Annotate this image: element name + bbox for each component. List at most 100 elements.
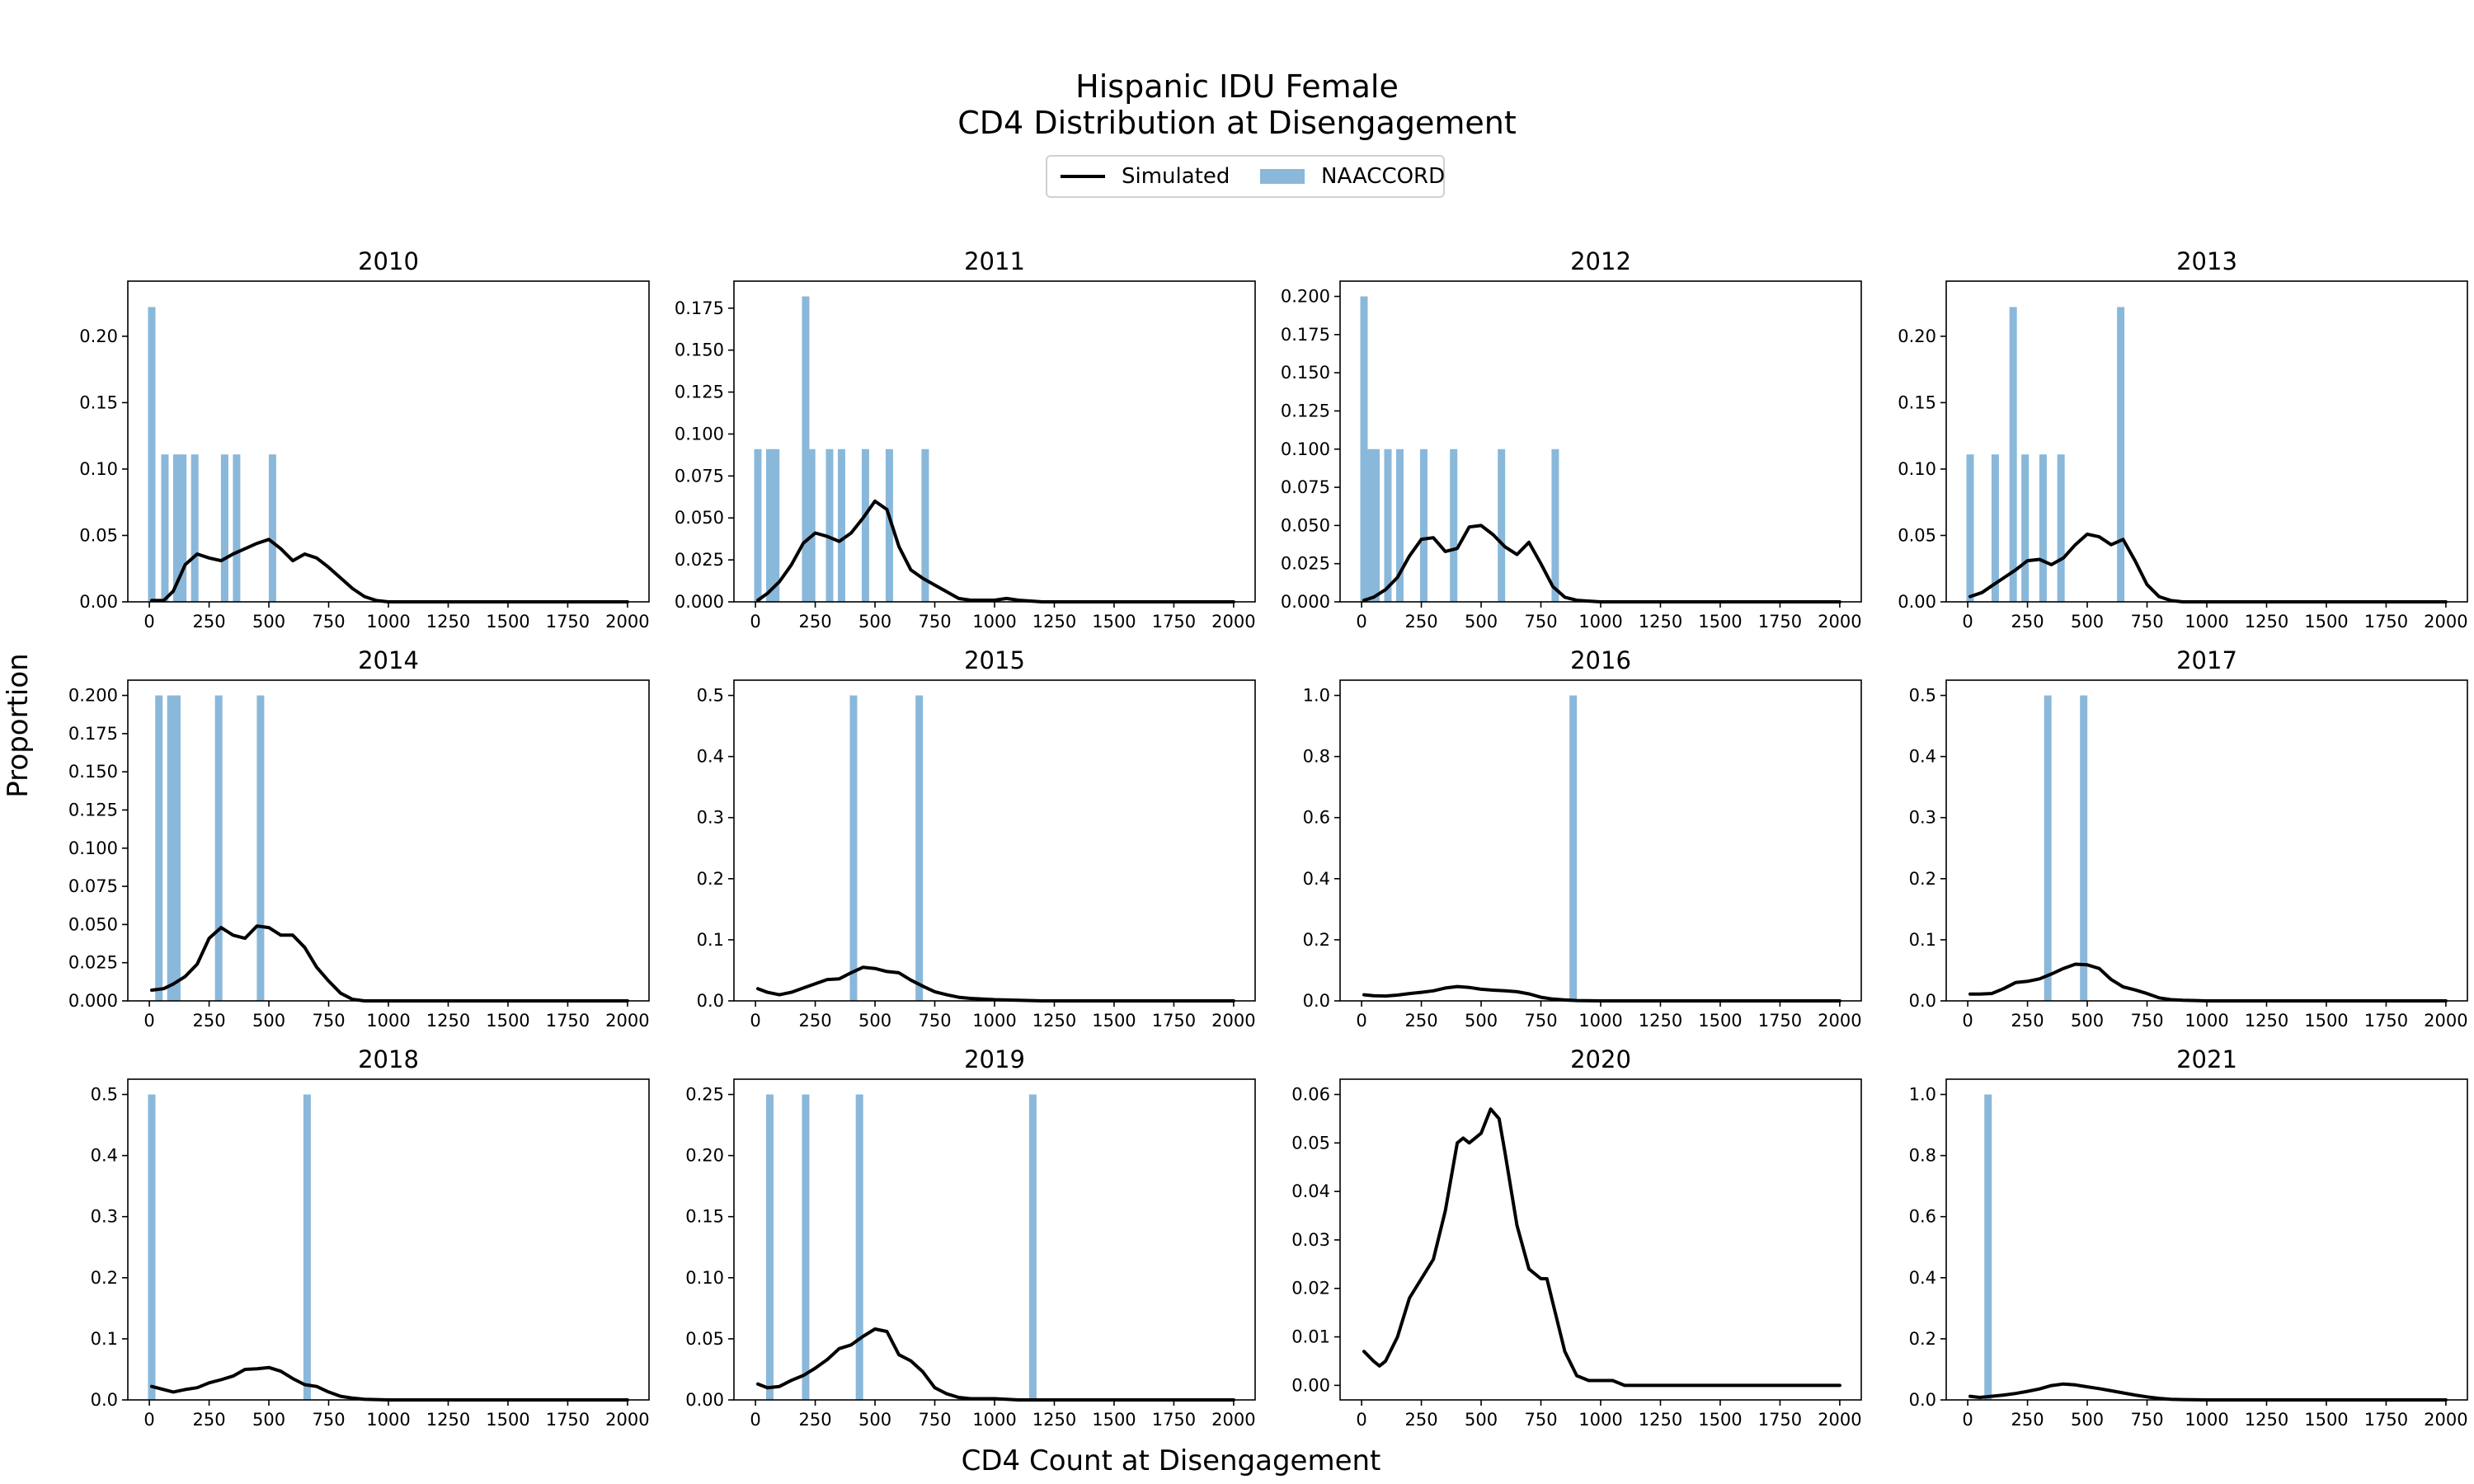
y-tick-label: 0.3 <box>697 808 724 828</box>
figure-title-line2: CD4 Distribution at Disengagement <box>957 105 1517 141</box>
bar <box>179 454 187 602</box>
y-tick-label: 0.3 <box>1909 808 1936 828</box>
simulated-line <box>150 538 629 603</box>
x-tick-label: 1250 <box>426 612 470 632</box>
y-tick-label: 0.20 <box>1898 326 1936 346</box>
y-tick-label: 0.15 <box>79 392 118 412</box>
x-tick-label: 750 <box>312 1410 345 1430</box>
subplot-2020: 2020 0 250 500 750 1000 1250 1500 1750 2000 0.00 0.… <box>1291 1045 1862 1430</box>
x-tick-label: 1750 <box>1758 1011 1802 1031</box>
bar <box>1551 448 1559 602</box>
y-tick-label: 1.0 <box>1303 686 1330 706</box>
simulated-line <box>1968 532 2448 603</box>
subplot-2013: 2013 0 250 500 750 1000 1250 1500 1750 2000 0.00 0.… <box>1898 247 2468 632</box>
x-tick-label: 1250 <box>1639 1011 1682 1031</box>
y-tick-label: 0.05 <box>1898 525 1936 545</box>
axes-frame <box>1945 1078 2468 1401</box>
y-tick-label: 0.075 <box>68 876 118 896</box>
x-tick-label: 1250 <box>2245 612 2288 632</box>
x-tick-label: 1500 <box>1698 612 1742 632</box>
x-tick-label: 250 <box>2011 1410 2044 1430</box>
x-tick-label: 250 <box>193 612 226 632</box>
subplot-title: 2014 <box>358 646 419 674</box>
x-tick-label: 250 <box>799 612 832 632</box>
bar <box>1419 448 1427 602</box>
y-tick-label: 0.100 <box>1281 439 1330 459</box>
bar <box>1569 695 1578 1001</box>
y-tick-label: 0.00 <box>685 1390 724 1410</box>
bar <box>765 1094 774 1400</box>
bar <box>233 454 241 602</box>
x-tick-label: 500 <box>858 1011 891 1031</box>
axes-frame <box>1339 280 1862 603</box>
simulated-line <box>1362 1107 1841 1388</box>
y-tick-label: 0.175 <box>68 724 118 744</box>
y-tick-label: 0.2 <box>91 1268 118 1288</box>
y-tick-label: 0.4 <box>1303 869 1330 889</box>
y-tick-label: 0.050 <box>1281 515 1330 535</box>
y-tick-label: 0.050 <box>68 914 118 934</box>
x-tick-label: 0 <box>1962 1011 1973 1031</box>
subplot-title: 2016 <box>1570 646 1631 674</box>
bar <box>2021 454 2030 602</box>
x-tick-label: 1000 <box>2185 1011 2228 1031</box>
y-tick-label: 0.6 <box>1303 808 1330 828</box>
x-tick-label: 1750 <box>1152 1410 1196 1430</box>
x-tick-label: 750 <box>1524 1410 1557 1430</box>
y-tick-label: 0.6 <box>1909 1207 1936 1227</box>
x-tick-label: 1500 <box>2304 1410 2348 1430</box>
x-tick-label: 1000 <box>972 1011 1016 1031</box>
y-tick-label: 0.025 <box>68 953 118 973</box>
y-tick-label: 0.050 <box>675 508 724 528</box>
subplot-title: 2010 <box>358 247 419 275</box>
x-tick-label: 1750 <box>1758 612 1802 632</box>
x-tick-label: 2000 <box>2424 1011 2467 1031</box>
y-tick-label: 0.00 <box>1898 592 1936 612</box>
x-tick-label: 1250 <box>2245 1011 2288 1031</box>
figure-title-line1: Hispanic IDU Female <box>1075 68 1399 105</box>
subplot-2014: 2014 0 250 500 750 1000 1250 1500 1750 2000 0.000 0… <box>68 646 650 1031</box>
bar <box>2080 695 2088 1001</box>
y-tick-label: 0.10 <box>1898 459 1936 479</box>
legend-line-swatch <box>1061 175 1105 178</box>
axes-frame <box>1945 679 2468 1002</box>
y-tick-label: 0.8 <box>1909 1146 1936 1166</box>
x-tick-label: 1250 <box>1032 612 1076 632</box>
y-tick-label: 0.1 <box>697 930 724 950</box>
x-tick-label: 1000 <box>2185 1410 2228 1430</box>
subplot-title: 2020 <box>1570 1045 1631 1073</box>
x-tick-label: 500 <box>2071 1011 2104 1031</box>
x-tick-label: 1000 <box>366 1410 410 1430</box>
bar <box>220 454 228 602</box>
subplot-2021: 2021 0 250 500 750 1000 1250 1500 1750 2000 0.0 0.2… <box>1909 1045 2468 1430</box>
y-tick-label: 0.1 <box>91 1329 118 1349</box>
x-tick-label: 500 <box>252 1011 285 1031</box>
y-tick-label: 0.10 <box>79 459 118 479</box>
y-tick-label: 0.20 <box>685 1146 724 1166</box>
x-tick-label: 0 <box>143 1410 154 1430</box>
axes-frame <box>1339 679 1862 1002</box>
y-tick-label: 0.0 <box>1303 991 1330 1011</box>
y-tick-label: 0.06 <box>1291 1085 1330 1105</box>
y-tick-label: 0.200 <box>1281 287 1330 307</box>
x-tick-label: 1000 <box>1578 1410 1622 1430</box>
x-tick-label: 500 <box>2071 612 2104 632</box>
x-tick-label: 1500 <box>1698 1410 1742 1430</box>
x-tick-label: 1500 <box>2304 612 2348 632</box>
x-tick-label: 250 <box>1405 1410 1438 1430</box>
y-tick-label: 0.0 <box>1909 991 1936 1011</box>
x-tick-label: 1750 <box>2364 1410 2408 1430</box>
x-tick-label: 250 <box>799 1410 832 1430</box>
x-tick-label: 2000 <box>605 1410 649 1430</box>
x-tick-label: 1000 <box>972 612 1016 632</box>
y-tick-label: 0.150 <box>675 340 724 360</box>
y-tick-label: 0.000 <box>675 592 724 612</box>
legend-item-naaccord: NAACCORD <box>1260 157 1445 196</box>
x-tick-label: 1250 <box>426 1410 470 1430</box>
simulated-line <box>756 1327 1235 1402</box>
x-tick-label: 2000 <box>1818 1011 1861 1031</box>
y-tick-label: 0.150 <box>1281 363 1330 383</box>
axes-frame <box>127 1078 650 1401</box>
bar <box>885 448 893 602</box>
simulated-line <box>1968 962 2448 1003</box>
